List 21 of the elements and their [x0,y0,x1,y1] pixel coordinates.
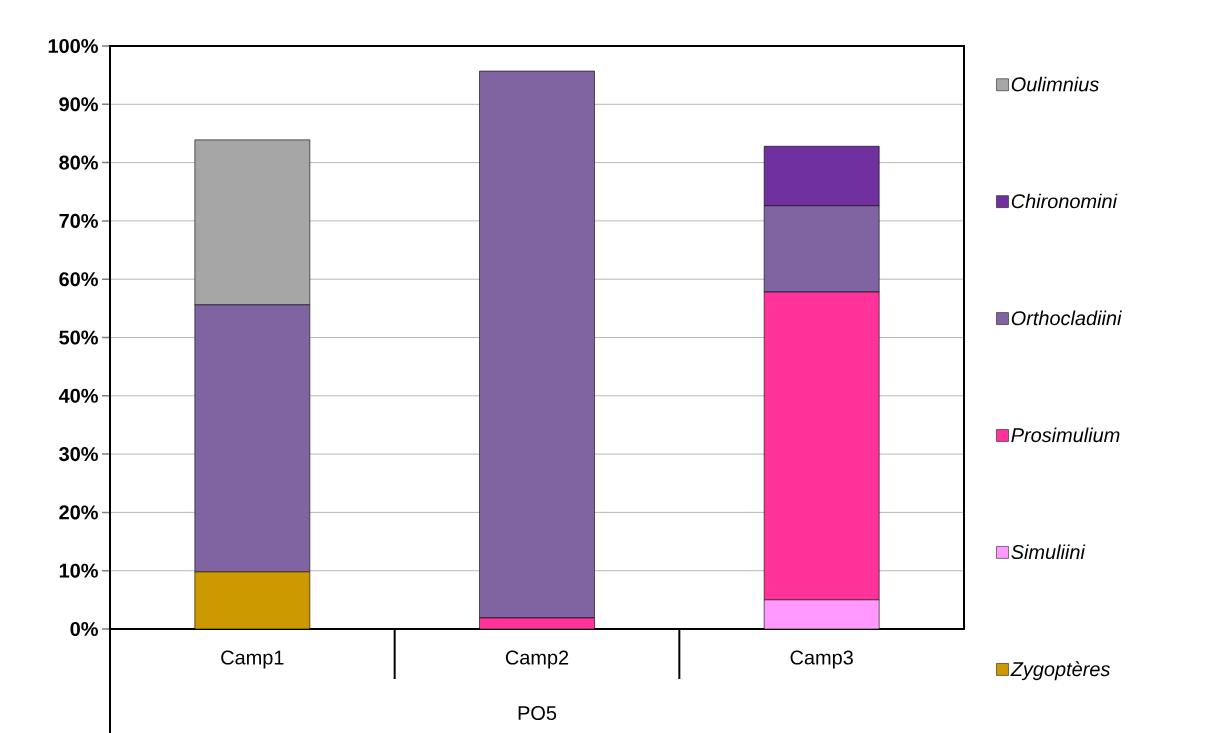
x-tick-label: Camp3 [790,650,853,669]
y-tick-label: 70% [59,213,98,228]
legend-label: Oulimnius [1011,76,1099,92]
y-tick-label: 40% [58,388,98,403]
y-tick-label: 0% [70,621,98,637]
x-axis-title: PO5 [518,705,557,721]
legend-label: Zygoptères [1010,661,1110,681]
y-tick-label: 20% [59,505,98,520]
x-tick-label: Camp2 [505,650,569,669]
x-tick-label: Camp1 [221,650,284,669]
y-tick-label: 100% [48,38,98,54]
y-tick-label: 10% [59,563,98,578]
y-tick-label: 30% [59,447,98,462]
y-tick-label: 60% [59,272,98,287]
legend-label: Prosimulium [1011,427,1120,443]
legend-label: Chironomini [1011,193,1118,209]
y-tick-label: 90% [59,97,98,112]
y-tick-label: 80% [59,155,98,170]
legend-label: Orthocladiini [1011,310,1122,326]
legend-label: Simuliini [1011,544,1086,560]
y-tick-label: 50% [59,330,98,345]
